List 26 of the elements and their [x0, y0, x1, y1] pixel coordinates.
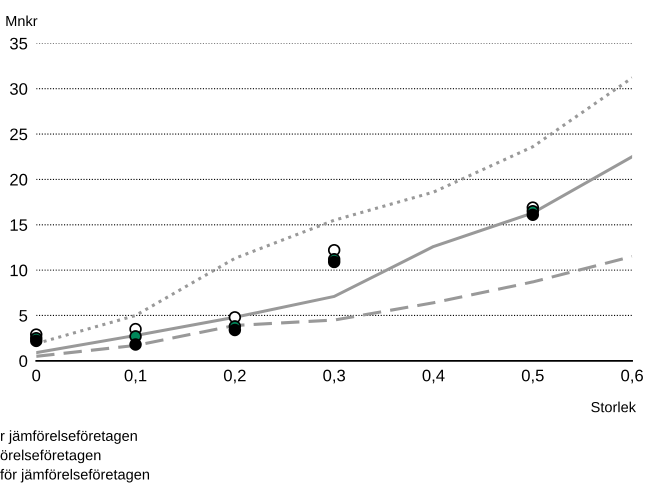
y-tick-label: 25 [10, 128, 28, 140]
point [228, 324, 242, 336]
x-tick-label: 0,1 [124, 370, 146, 384]
y-tick-label: 20 [10, 174, 28, 186]
y-tick-label: 5 [19, 310, 28, 322]
x-tick-label: 0,4 [422, 370, 445, 384]
x-axis-title: Storlek [591, 402, 636, 412]
point [129, 338, 142, 351]
point [526, 208, 540, 221]
y-tick-label: 0 [19, 355, 28, 368]
text: r jämförelseföretagen [0, 430, 137, 444]
x-tick-label: 0,5 [522, 370, 544, 384]
y-axis-title: Mnkr [6, 15, 38, 26]
x-tick-label: 0,3 [323, 370, 346, 384]
y-tick-label: 15 [10, 219, 28, 231]
x-tick-label: 0,6 [621, 370, 643, 384]
point [30, 334, 42, 348]
text: för jämförelseföretagen [0, 468, 150, 482]
text: örelseföretagen [0, 450, 100, 464]
point [328, 256, 340, 268]
y-tick-label: 35 [10, 38, 28, 50]
y-tick-label: 10 [10, 264, 28, 276]
line-series [36, 155, 632, 354]
x-tick-label: 0 [32, 370, 40, 382]
y-tick-label: 30 [10, 83, 28, 95]
x-tick-label: 0,2 [224, 370, 246, 384]
